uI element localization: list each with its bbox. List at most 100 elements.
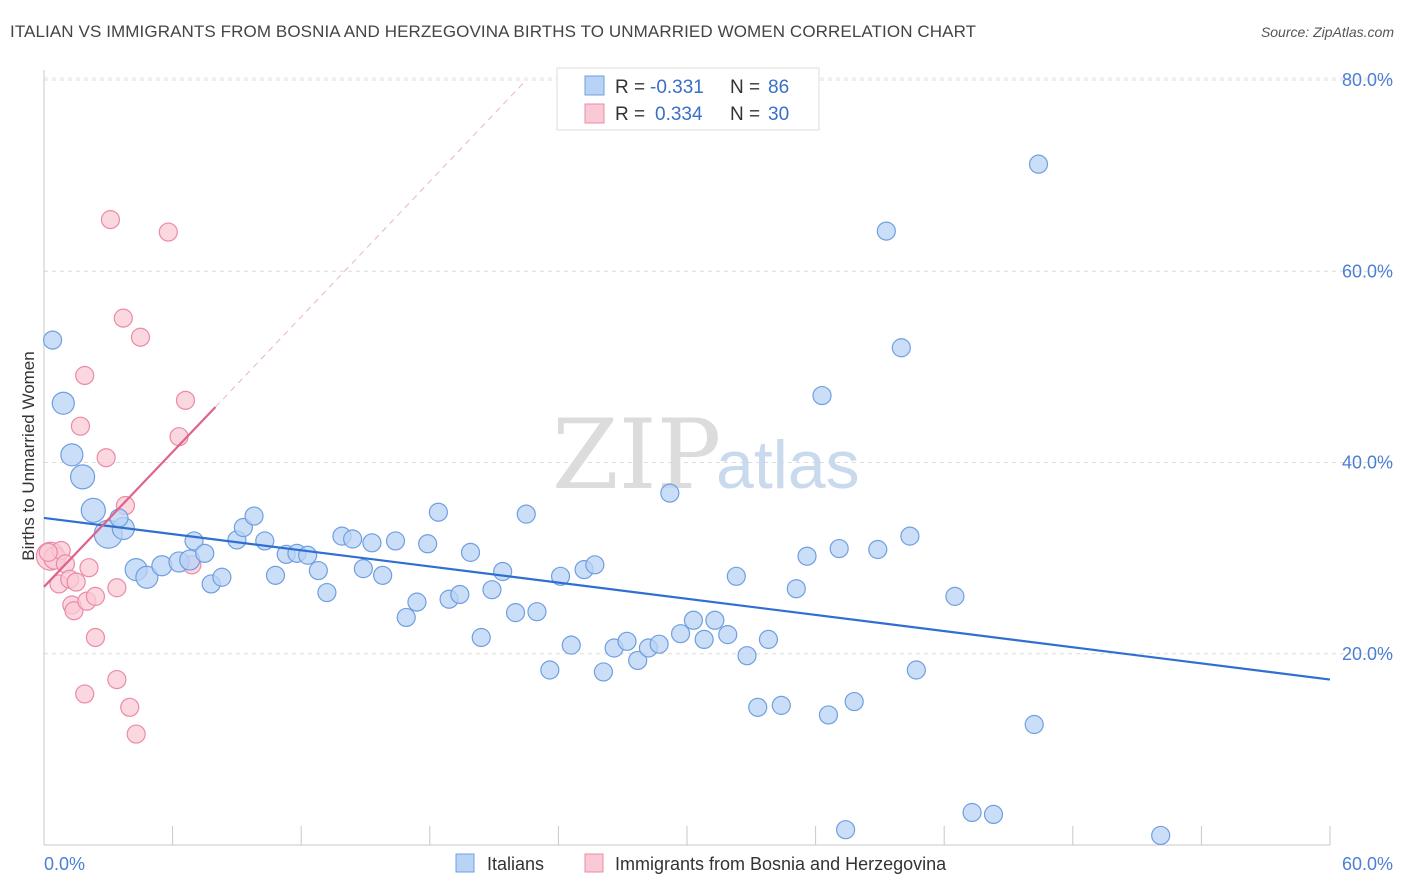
italian-point xyxy=(69,464,96,490)
italian-point xyxy=(718,625,738,645)
italian-point xyxy=(317,582,337,603)
italian-point xyxy=(836,820,856,840)
italian-point xyxy=(585,555,605,575)
italian-point xyxy=(561,635,581,655)
italian-point xyxy=(829,538,849,559)
italian-point xyxy=(471,627,491,648)
legend-r-label: R = xyxy=(615,104,645,125)
italian-point xyxy=(550,566,571,586)
x-tick-marks xyxy=(43,826,1331,845)
italian-point xyxy=(945,586,965,606)
italian-point xyxy=(493,561,513,582)
bosnia-point xyxy=(75,365,95,386)
italian-point xyxy=(527,602,547,622)
bottom-legend-label-italians: Italians xyxy=(487,854,544,874)
legend-n-value-italians: 86 xyxy=(768,77,789,98)
italian-point xyxy=(683,610,704,630)
italian-point xyxy=(353,559,373,579)
italian-point xyxy=(407,592,427,612)
bottom-legend-swatch-bosnia xyxy=(584,853,604,873)
italian-point xyxy=(797,546,817,566)
italian-point xyxy=(617,631,637,651)
italian-point xyxy=(962,802,982,823)
grid-lines xyxy=(44,77,1393,655)
chart-title: ITALIAN VS IMMIGRANTS FROM BOSNIA AND HE… xyxy=(10,22,977,41)
y-tick-label: 20.0% xyxy=(1342,644,1393,664)
italian-point xyxy=(80,497,106,523)
italian-point xyxy=(628,650,648,671)
x-tick-label-max: 60.0% xyxy=(1342,854,1393,874)
italian-point xyxy=(265,565,286,585)
bosnia-point xyxy=(175,390,196,410)
y-tick-label: 80.0% xyxy=(1342,70,1393,90)
series-bosnia-points xyxy=(35,210,202,744)
italian-point xyxy=(670,624,691,644)
italian-point xyxy=(151,555,173,577)
italian-point xyxy=(343,529,363,549)
bottom-legend-label-bosnia: Immigrants from Bosnia and Herzegovina xyxy=(615,854,947,874)
bosnia-point xyxy=(113,308,133,328)
bosnia-point xyxy=(75,684,95,704)
italian-point xyxy=(135,565,159,589)
y-tick-labels: 80.0% 60.0% 40.0% 20.0% xyxy=(1342,70,1393,664)
italian-point xyxy=(758,629,779,650)
italian-point xyxy=(748,697,768,717)
italian-point xyxy=(906,660,926,680)
bosnia-point xyxy=(120,697,140,717)
italian-point xyxy=(396,607,416,628)
italian-point xyxy=(212,567,232,587)
italian-point xyxy=(505,603,526,623)
bosnia-point xyxy=(107,578,127,598)
italian-point xyxy=(42,330,63,350)
legend-box: R = -0.331 N = 86 R = 0.334 N = 30 xyxy=(556,67,820,131)
italian-point xyxy=(694,629,714,650)
italian-point xyxy=(818,705,839,725)
italian-point xyxy=(244,506,264,526)
legend-swatch-bosnia xyxy=(584,103,605,124)
legend-r-value-bosnia: 0.334 xyxy=(655,104,703,125)
source-credit: Source: ZipAtlas.com xyxy=(1260,24,1394,40)
italian-point xyxy=(540,660,560,680)
italian-point xyxy=(482,580,502,600)
italian-point xyxy=(844,691,864,712)
legend-n-label: N = xyxy=(730,104,760,125)
italian-point xyxy=(649,634,669,654)
italian-point xyxy=(450,584,470,605)
italian-point xyxy=(308,560,328,581)
italian-point xyxy=(660,483,680,503)
trend-lines xyxy=(43,79,1331,681)
bosnia-trend-line xyxy=(43,406,217,588)
y-tick-label: 60.0% xyxy=(1342,261,1393,281)
bosnia-point xyxy=(126,724,146,744)
italian-point xyxy=(60,443,84,467)
y-axis-label: Births to Unmarried Women xyxy=(19,351,38,560)
legend-r-value-italians: -0.331 xyxy=(650,77,704,98)
italian-point xyxy=(593,662,614,682)
italian-point xyxy=(109,508,129,528)
italian-point xyxy=(868,539,888,560)
bosnia-point xyxy=(130,327,151,347)
bosnia-point xyxy=(96,448,116,468)
legend-swatch-italians xyxy=(584,75,605,96)
bosnia-point xyxy=(64,601,84,621)
italian-point xyxy=(1151,825,1171,846)
italian-point xyxy=(726,566,746,586)
legend-n-label: N = xyxy=(730,77,760,98)
bosnia-trend-extension xyxy=(215,79,527,408)
italian-point xyxy=(362,533,382,553)
watermark-atlas: atlas xyxy=(716,427,860,503)
y-tick-label: 40.0% xyxy=(1342,453,1393,473)
italian-point xyxy=(1028,154,1049,174)
italian-point xyxy=(786,579,806,599)
italian-point xyxy=(812,385,832,406)
watermark: ZIP atlas xyxy=(552,399,860,511)
bosnia-point xyxy=(169,427,189,447)
legend-n-value-bosnia: 30 xyxy=(768,104,789,125)
bosnia-point xyxy=(107,669,127,690)
bottom-legend: Italians Immigrants from Bosnia and Herz… xyxy=(455,853,947,874)
bosnia-point xyxy=(100,210,121,230)
italian-point xyxy=(460,542,481,562)
italian-point xyxy=(195,543,215,563)
bosnia-point xyxy=(85,627,106,648)
